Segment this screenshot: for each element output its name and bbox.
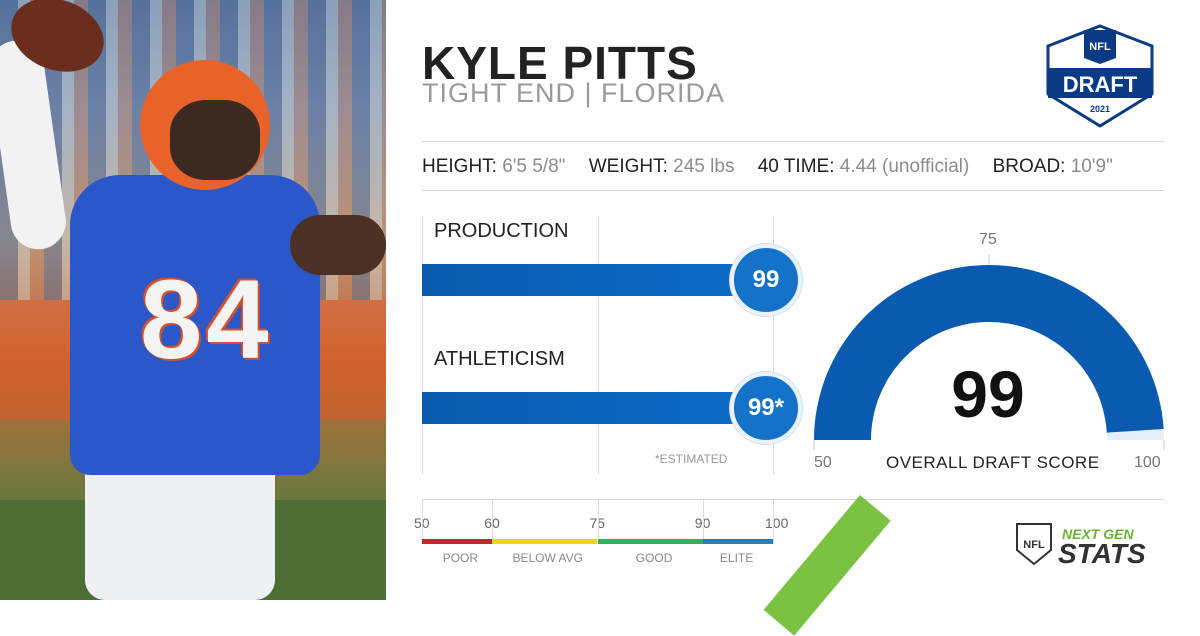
divider — [422, 141, 1164, 142]
player-pants — [85, 450, 275, 600]
overall-draft-score-label: OVERALL DRAFT SCORE — [886, 453, 1100, 472]
scale-tick — [597, 500, 599, 544]
production-score: 99 — [729, 244, 802, 316]
player-arm — [290, 215, 386, 275]
broad-value: 10'9" — [1070, 156, 1113, 177]
athleticism-score: 99* — [729, 372, 802, 444]
athleticism-label: ATHLETICISM — [434, 348, 565, 370]
gauge-fill — [814, 265, 1164, 440]
grid-line-100 — [773, 216, 774, 474]
estimated-footnote: *ESTIMATED — [655, 452, 728, 466]
jersey-number: 84 — [140, 257, 273, 382]
draft-score-gauge — [813, 254, 1165, 450]
divider — [422, 499, 1164, 500]
player-name: KYLE PITTS — [422, 37, 698, 89]
scale-band-label: BELOW AVG — [512, 551, 583, 565]
nfl-shield-icon: NFL — [1016, 523, 1052, 566]
scale-band-label: POOR — [442, 551, 479, 565]
grid-line-75 — [598, 216, 599, 474]
scale-tick — [702, 500, 704, 544]
scale-tick — [422, 500, 423, 544]
gauge-mid-label: 75 — [979, 231, 997, 248]
scale-band-elite — [702, 539, 773, 544]
height-value: 6'5 5/8" — [502, 156, 566, 177]
logo-nfl-text: NFL — [1089, 41, 1111, 53]
next-gen-text: NEXT GEN — [1062, 526, 1134, 542]
scale-tick-label: 50 — [414, 515, 430, 531]
logo-year-text: 2021 — [1090, 104, 1110, 114]
forty-value: 4.44 (unofficial) — [839, 156, 970, 177]
overall-score: 99 — [951, 357, 1025, 431]
scale-band-label: ELITE — [719, 551, 754, 565]
player-photo: 84 — [0, 0, 386, 600]
height-label: HEIGHT: — [422, 156, 497, 177]
broad-label: BROAD: — [992, 156, 1066, 177]
nfl-shield-icon — [1084, 30, 1116, 64]
weight-label: WEIGHT: — [588, 156, 668, 177]
grid-line-50 — [422, 216, 423, 474]
scale-band-label: GOOD — [635, 551, 673, 565]
stats-text: STATS — [1058, 538, 1146, 569]
production-bar — [422, 264, 766, 296]
scale-tick-label: 75 — [590, 515, 606, 531]
scale-tick-label: 60 — [484, 515, 500, 531]
scale-band-poor — [422, 539, 493, 544]
scale-tick-label: 90 — [695, 515, 711, 531]
player-jersey — [70, 175, 320, 475]
weight-value: 245 lbs — [673, 156, 735, 177]
measurables-row: HEIGHT: 6'5 5/8" WEIGHT: 245 lbs 40 TIME… — [422, 156, 1113, 178]
gauge-min-label: 50 — [814, 454, 832, 471]
logo-draft-text: DRAFT — [1063, 72, 1138, 97]
athleticism-bar — [422, 392, 766, 424]
scale-tick — [492, 500, 494, 544]
scale-tick — [773, 500, 774, 544]
player-face — [170, 100, 260, 180]
forty-label: 40 TIME: — [757, 156, 835, 177]
divider — [422, 190, 1164, 191]
nfl-draft-logo: NFL DRAFT 2021 — [1046, 24, 1154, 128]
scale-band-good — [597, 539, 703, 544]
gauge-max-label: 100 — [1134, 454, 1161, 471]
player-position: TIGHT END | FLORIDA — [422, 78, 726, 108]
shield-text: NFL — [1023, 539, 1045, 551]
production-label: PRODUCTION — [434, 220, 569, 242]
scale-tick-label: 100 — [765, 515, 789, 531]
scale-band-below-avg — [492, 539, 598, 544]
